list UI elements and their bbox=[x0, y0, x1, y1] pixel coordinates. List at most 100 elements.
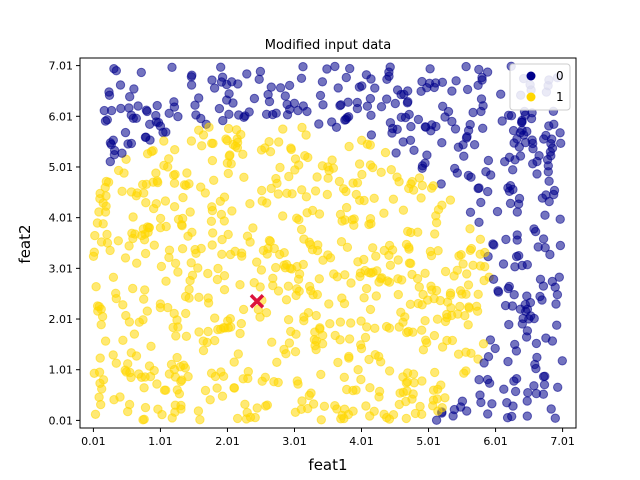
point-class-1 bbox=[217, 234, 227, 245]
point-class-0 bbox=[476, 397, 486, 408]
point-class-1 bbox=[212, 274, 223, 285]
point-class-0 bbox=[429, 82, 439, 93]
point-class-1 bbox=[324, 299, 334, 309]
point-class-1 bbox=[335, 335, 345, 345]
point-class-0 bbox=[194, 93, 204, 103]
point-class-0 bbox=[539, 380, 550, 390]
point-class-1 bbox=[413, 227, 423, 237]
point-class-0 bbox=[512, 207, 522, 217]
point-class-1 bbox=[432, 394, 442, 404]
point-class-1 bbox=[170, 169, 180, 180]
point-class-1 bbox=[463, 280, 474, 290]
point-class-0 bbox=[552, 320, 562, 330]
point-class-1 bbox=[155, 299, 166, 309]
point-class-0 bbox=[512, 134, 522, 144]
point-class-1 bbox=[261, 308, 272, 318]
point-class-0 bbox=[440, 112, 450, 122]
point-class-1 bbox=[356, 343, 367, 354]
point-class-0 bbox=[555, 128, 565, 138]
point-class-0 bbox=[539, 134, 549, 144]
point-class-1 bbox=[140, 402, 151, 413]
point-class-1 bbox=[338, 184, 349, 194]
point-class-1 bbox=[245, 199, 255, 209]
point-class-0 bbox=[451, 76, 461, 86]
point-class-1 bbox=[229, 383, 239, 393]
point-class-0 bbox=[496, 89, 506, 99]
point-class-1 bbox=[379, 409, 389, 419]
point-class-1 bbox=[267, 337, 277, 347]
point-class-0 bbox=[483, 352, 494, 362]
point-class-1 bbox=[386, 165, 396, 175]
point-class-0 bbox=[387, 128, 397, 138]
point-class-1 bbox=[283, 281, 294, 291]
point-class-0 bbox=[549, 189, 559, 200]
point-class-1 bbox=[352, 178, 363, 188]
point-class-1 bbox=[123, 406, 133, 417]
point-class-1 bbox=[404, 244, 414, 254]
point-class-0 bbox=[555, 214, 565, 224]
point-class-1 bbox=[466, 348, 476, 358]
point-class-0 bbox=[187, 70, 197, 80]
point-class-1 bbox=[220, 323, 230, 333]
point-class-1 bbox=[473, 289, 483, 299]
point-class-0 bbox=[438, 101, 448, 112]
point-class-0 bbox=[547, 336, 558, 346]
point-class-1 bbox=[111, 288, 121, 298]
point-class-1 bbox=[297, 122, 307, 133]
point-class-1 bbox=[261, 401, 271, 411]
point-class-1 bbox=[273, 286, 284, 296]
point-class-1 bbox=[187, 270, 198, 280]
point-class-0 bbox=[186, 80, 197, 90]
point-class-1 bbox=[359, 195, 369, 206]
point-class-0 bbox=[508, 165, 518, 175]
point-class-1 bbox=[184, 284, 194, 295]
point-class-1 bbox=[128, 283, 138, 294]
point-class-0 bbox=[528, 138, 538, 149]
point-class-1 bbox=[440, 393, 450, 403]
point-class-0 bbox=[425, 64, 435, 74]
point-class-0 bbox=[327, 117, 337, 127]
point-class-1 bbox=[207, 202, 217, 212]
point-class-1 bbox=[397, 275, 407, 285]
point-class-1 bbox=[384, 250, 394, 261]
point-class-1 bbox=[257, 376, 267, 386]
point-class-1 bbox=[283, 315, 294, 325]
point-class-0 bbox=[450, 124, 461, 134]
point-class-0 bbox=[167, 62, 177, 73]
point-class-0 bbox=[343, 97, 353, 107]
point-class-1 bbox=[414, 282, 424, 292]
point-class-1 bbox=[437, 200, 447, 210]
legend: 01 bbox=[509, 63, 571, 111]
point-class-1 bbox=[223, 123, 234, 134]
point-class-1 bbox=[97, 311, 108, 322]
point-class-0 bbox=[522, 126, 532, 137]
point-class-1 bbox=[159, 136, 169, 146]
point-class-1 bbox=[437, 342, 448, 352]
point-class-0 bbox=[447, 116, 457, 127]
point-class-0 bbox=[511, 251, 522, 262]
point-class-1 bbox=[153, 177, 163, 188]
point-class-0 bbox=[505, 181, 516, 191]
point-class-0 bbox=[483, 186, 493, 197]
point-class-0 bbox=[244, 107, 254, 117]
point-class-1 bbox=[426, 250, 437, 261]
point-class-1 bbox=[314, 209, 325, 219]
y-tick-label: 7.01 bbox=[49, 60, 74, 73]
point-class-1 bbox=[341, 202, 352, 213]
point-class-1 bbox=[344, 334, 355, 344]
point-class-1 bbox=[393, 289, 403, 300]
point-class-1 bbox=[453, 349, 464, 359]
point-class-0 bbox=[535, 291, 545, 302]
point-class-1 bbox=[213, 263, 223, 274]
y-tick-label: 6.01 bbox=[49, 110, 74, 123]
point-class-1 bbox=[142, 306, 153, 316]
point-class-0 bbox=[396, 112, 406, 123]
point-class-1 bbox=[223, 168, 234, 179]
point-class-1 bbox=[208, 138, 218, 149]
point-class-1 bbox=[401, 413, 411, 424]
point-class-1 bbox=[138, 415, 148, 425]
point-class-0 bbox=[462, 84, 473, 95]
point-class-0 bbox=[102, 115, 113, 125]
point-class-1 bbox=[238, 304, 249, 315]
point-class-1 bbox=[284, 171, 294, 182]
